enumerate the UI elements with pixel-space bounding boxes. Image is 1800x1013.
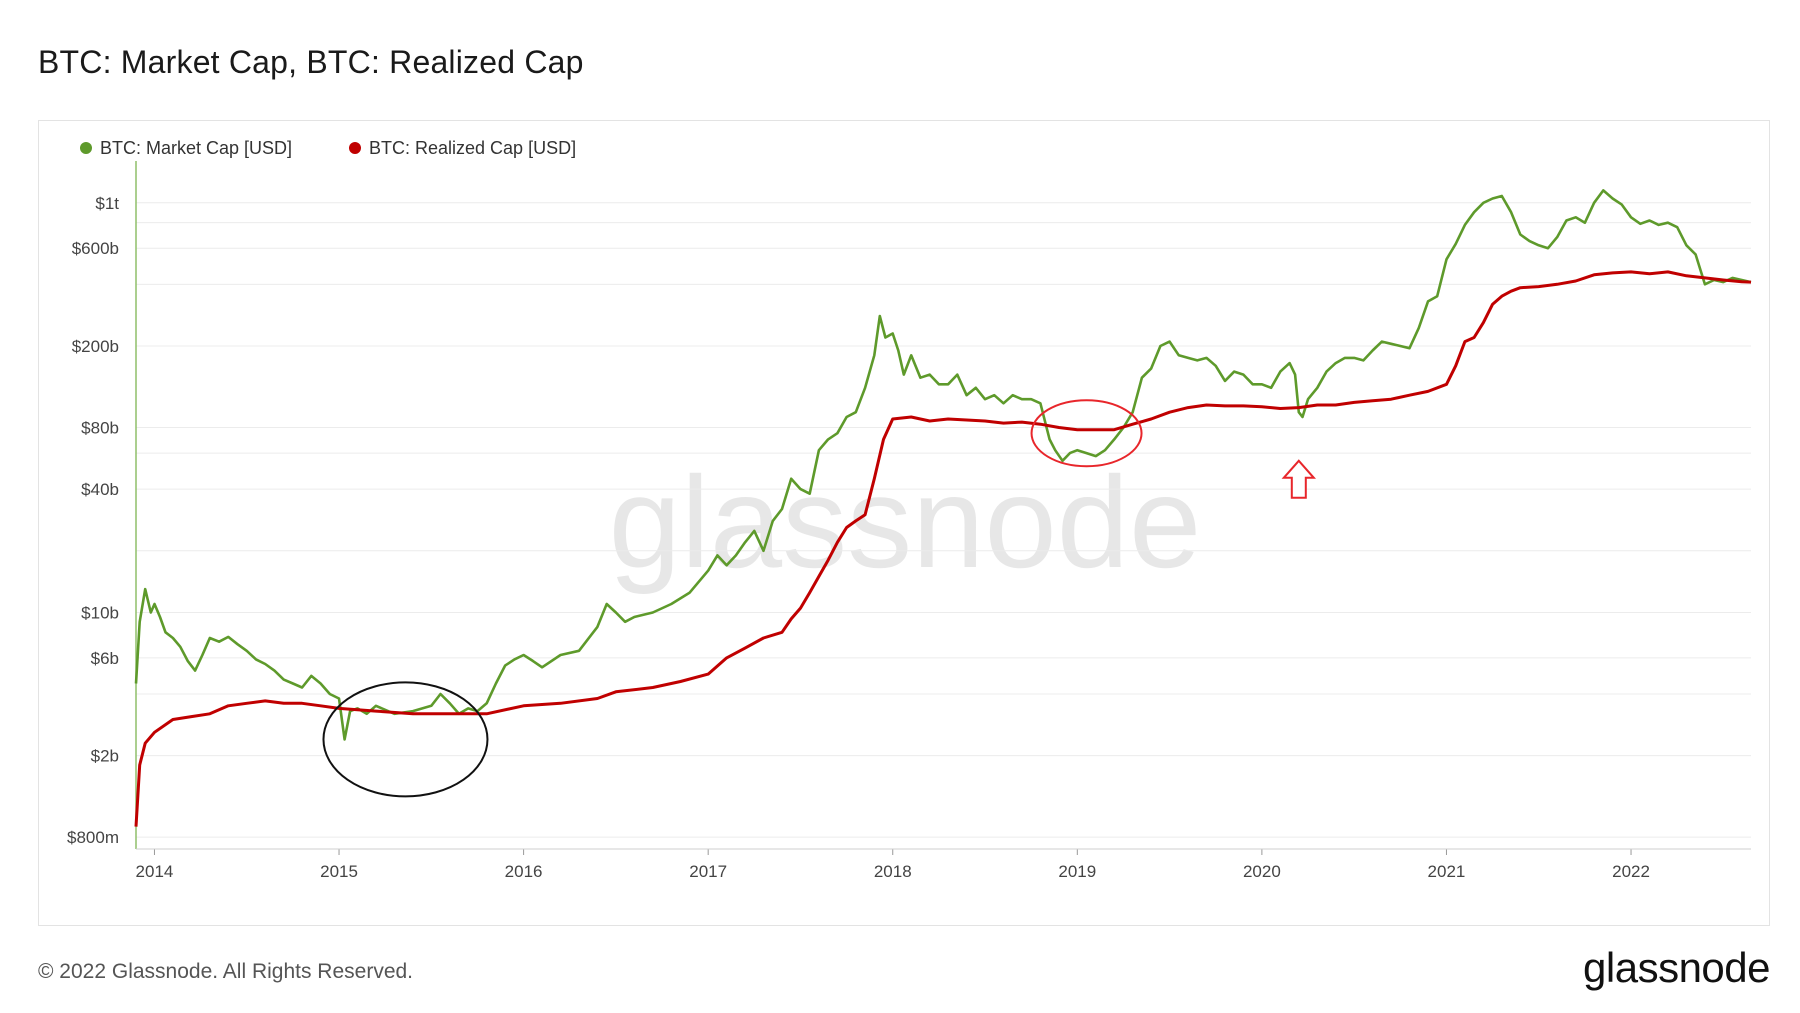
legend-item-market-cap[interactable]: BTC: Market Cap [USD] (80, 138, 292, 158)
chart-svg: glassnode $800m $2b $6b $10b $40b $80b $200b $6… (67, 138, 1752, 881)
x-tick-label: 2016 (505, 862, 543, 881)
legend: BTC: Market Cap [USD] BTC: Realized Cap … (80, 138, 576, 158)
y-tick-label: $10b (81, 603, 119, 622)
y-axis-ticks: $800m $2b $6b $10b $40b $80b $200b $600b $1t (67, 194, 119, 847)
x-tick-label: 2022 (1612, 862, 1650, 881)
annotation-red-arrow (1281, 459, 1317, 499)
legend-dot-realized-cap (349, 142, 361, 154)
x-tick-label: 2017 (689, 862, 727, 881)
legend-dot-market-cap (80, 142, 92, 154)
legend-label-realized-cap: BTC: Realized Cap [USD] (369, 138, 576, 158)
legend-item-realized-cap[interactable]: BTC: Realized Cap [USD] (349, 138, 576, 158)
y-tick-label: $800m (67, 828, 119, 847)
y-tick-label: $80b (81, 418, 119, 437)
annotations (322, 399, 1317, 798)
footer-copyright: © 2022 Glassnode. All Rights Reserved. (38, 960, 414, 983)
watermark: glassnode (609, 449, 1202, 595)
y-tick-label: $600b (72, 239, 119, 258)
series-lines (134, 189, 1752, 827)
y-tick-label: $40b (81, 480, 119, 499)
y-tick-label: $2b (91, 747, 119, 766)
y-tick-label: $1t (95, 194, 119, 213)
annotation-red-ellipse (1030, 399, 1143, 468)
y-tick-label: $6b (91, 649, 119, 668)
glassnode-logo[interactable]: glassnode (1583, 944, 1770, 991)
x-tick-label: 2018 (874, 862, 912, 881)
x-axis-ticks: 2014 2015 2016 2017 2018 2019 2020 2021 2022 (136, 848, 1751, 881)
series-line-realized-cap (134, 270, 1752, 827)
x-tick-label: 2020 (1243, 862, 1281, 881)
y-tick-label: $200b (72, 337, 119, 356)
x-tick-label: 2021 (1428, 862, 1466, 881)
x-tick-label: 2019 (1058, 862, 1096, 881)
page-title: BTC: Market Cap, BTC: Realized Cap (38, 44, 584, 80)
x-tick-label: 2015 (320, 862, 358, 881)
x-tick-label: 2014 (136, 862, 174, 881)
legend-label-market-cap: BTC: Market Cap [USD] (100, 138, 292, 158)
chart-container: glassnode $800m $2b $6b $10b $40b $80b $200b $6… (38, 120, 1770, 926)
annotation-black-ellipse (322, 681, 489, 798)
